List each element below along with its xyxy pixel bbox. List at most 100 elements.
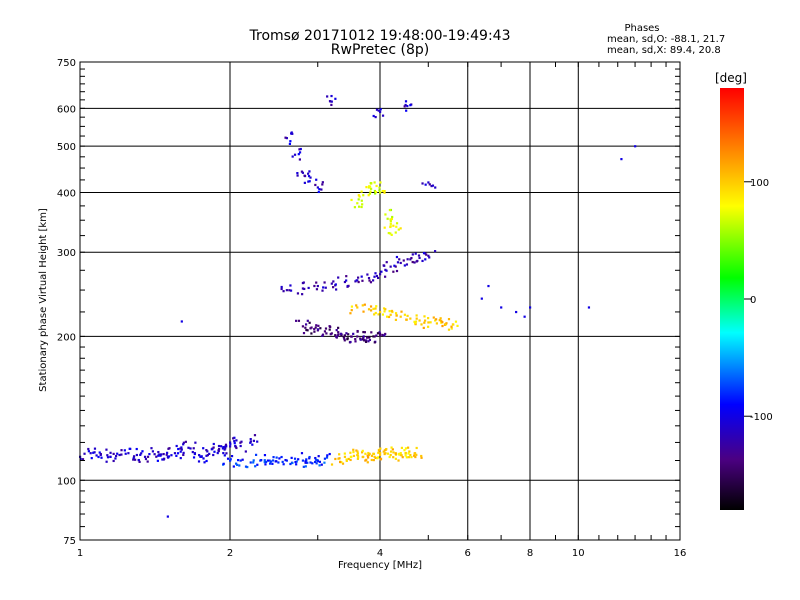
data-point [321, 289, 324, 292]
data-point [423, 252, 426, 255]
data-point [395, 222, 399, 225]
data-point [294, 460, 297, 464]
data-point [347, 333, 350, 336]
data-point [305, 328, 308, 332]
data-point [95, 454, 98, 457]
data-point [350, 309, 353, 312]
data-point [390, 446, 393, 449]
data-point [379, 273, 382, 276]
data-point [389, 313, 392, 316]
data-point [382, 450, 385, 453]
data-point [132, 455, 136, 458]
data-point [427, 181, 430, 184]
data-point [325, 456, 329, 459]
data-point [356, 306, 359, 309]
data-point [375, 108, 379, 111]
data-point [269, 460, 273, 463]
data-point [406, 446, 410, 449]
data-point [296, 292, 300, 295]
data-point [314, 183, 317, 187]
data-point [167, 456, 170, 459]
data-point [427, 325, 430, 328]
data-point [311, 462, 314, 465]
data-point [394, 457, 397, 460]
data-point [368, 338, 372, 342]
data-point [350, 305, 354, 308]
data-point [291, 132, 294, 135]
x-tick-label: 6 [465, 548, 471, 559]
data-point [285, 289, 288, 292]
data-point [388, 310, 391, 313]
data-point [362, 194, 365, 197]
x-tick-label: 8 [527, 548, 533, 559]
data-point [400, 310, 403, 313]
data-point [225, 445, 228, 448]
data-point [337, 326, 340, 329]
data-point [284, 458, 287, 462]
data-point [275, 460, 278, 463]
data-point [447, 318, 451, 321]
data-point [334, 334, 337, 337]
data-point [358, 195, 361, 198]
data-point [137, 458, 140, 462]
data-point [395, 225, 398, 228]
data-point [176, 452, 180, 455]
data-point [378, 186, 381, 189]
data-point [450, 327, 453, 330]
data-point [405, 318, 408, 321]
data-point [182, 443, 185, 446]
data-point [364, 459, 367, 462]
data-point [184, 440, 187, 443]
data-point [162, 452, 165, 456]
data-point [376, 332, 380, 335]
data-point [99, 452, 102, 456]
data-point [212, 446, 215, 449]
data-point [143, 455, 147, 458]
data-point [323, 461, 326, 464]
data-point [230, 454, 234, 458]
data-point [366, 454, 369, 457]
data-point [208, 452, 211, 456]
data-point [233, 440, 236, 443]
data-point [313, 327, 316, 331]
data-point [100, 456, 103, 459]
data-point [375, 334, 378, 337]
data-point [377, 449, 381, 452]
data-point [341, 462, 345, 465]
data-point [272, 456, 275, 459]
data-point [308, 170, 311, 173]
data-point [289, 462, 292, 466]
data-point [132, 458, 135, 461]
data-point [239, 459, 242, 462]
data-point [379, 181, 382, 184]
data-point [350, 198, 353, 202]
data-point [370, 309, 373, 312]
data-point [244, 465, 248, 468]
data-point [405, 456, 408, 459]
data-point [112, 452, 115, 455]
data-point [353, 206, 356, 209]
data-point [452, 323, 455, 326]
data-point [362, 455, 365, 458]
data-point [241, 458, 244, 461]
data-point [383, 310, 386, 313]
data-point [244, 450, 247, 453]
data-point [304, 323, 308, 326]
data-point [439, 317, 442, 320]
data-point [299, 147, 302, 151]
data-point [372, 452, 375, 455]
data-point [394, 265, 397, 268]
data-point [317, 455, 320, 458]
data-point [301, 459, 305, 462]
data-point [405, 109, 408, 112]
data-point [423, 319, 427, 322]
data-point [161, 458, 164, 461]
data-point [189, 447, 192, 450]
data-point [317, 324, 320, 327]
data-point [252, 461, 255, 464]
data-point [295, 460, 298, 463]
data-point [268, 462, 272, 465]
data-point [413, 261, 416, 264]
data-point [156, 459, 159, 462]
data-point [323, 330, 327, 333]
